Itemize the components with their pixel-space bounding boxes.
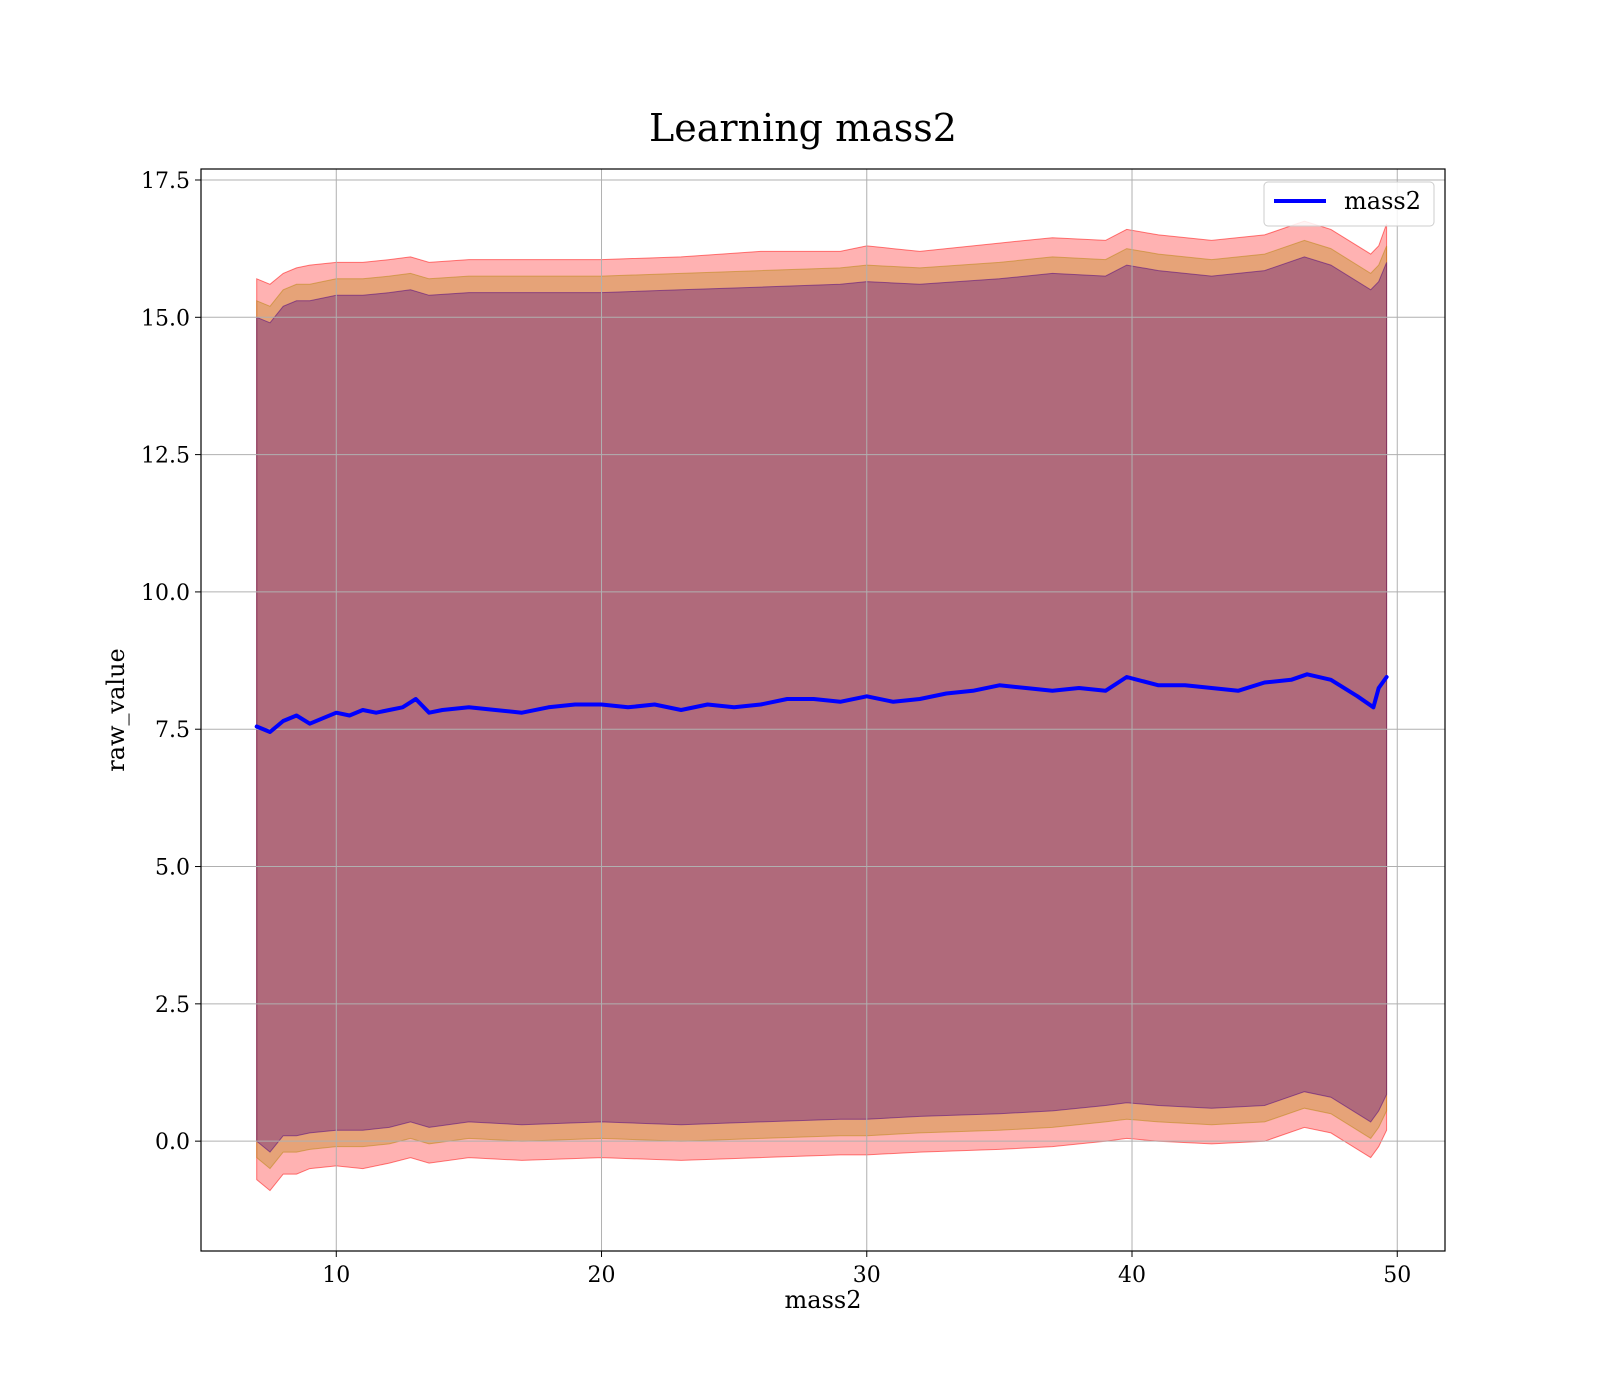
legend-box: [1263, 181, 1435, 227]
plot-area: [200, 168, 1446, 1252]
y-axis-label: raw_value: [102, 648, 130, 772]
x-tick-label: 50: [1383, 1263, 1411, 1288]
chart-title: Learning mass2: [649, 106, 957, 150]
confidence-band-0: [256, 220, 1388, 1192]
y-tick-label: 17.5: [141, 169, 190, 194]
y-tick-label: 15.0: [141, 306, 190, 331]
confidence-band-2: [256, 256, 1388, 1153]
y-tick-label: 2.5: [155, 993, 190, 1018]
x-axis-label: mass2: [785, 1286, 862, 1314]
y-tick-label: 10.0: [141, 581, 190, 606]
x-axis-ticks: 10 20 30 40 50: [322, 1251, 1411, 1288]
y-tick-label: 5.0: [155, 856, 190, 881]
y-tick-label: 7.5: [155, 718, 190, 743]
grid-layer: [201, 169, 1445, 1251]
y-tick-label: 12.5: [141, 444, 190, 469]
x-tick-label: 40: [1118, 1263, 1146, 1288]
series-line-0: [254, 672, 1389, 734]
y-tick-label: 0.0: [155, 1130, 190, 1155]
legend: mass2: [1263, 181, 1435, 227]
series-layer: [254, 672, 1389, 734]
y-axis-ticks: 0.0 2.5 5.0 7.5 10.0 12.5 15.0 17.5: [141, 169, 201, 1155]
x-tick-label: 10: [322, 1263, 350, 1288]
x-tick-label: 20: [588, 1263, 616, 1288]
confidence-band-1: [256, 239, 1388, 1170]
legend-label: mass2: [1344, 187, 1421, 215]
plot-frame: [200, 168, 1446, 1252]
x-tick-label: 30: [853, 1263, 881, 1288]
bands-layer: [256, 220, 1388, 1192]
